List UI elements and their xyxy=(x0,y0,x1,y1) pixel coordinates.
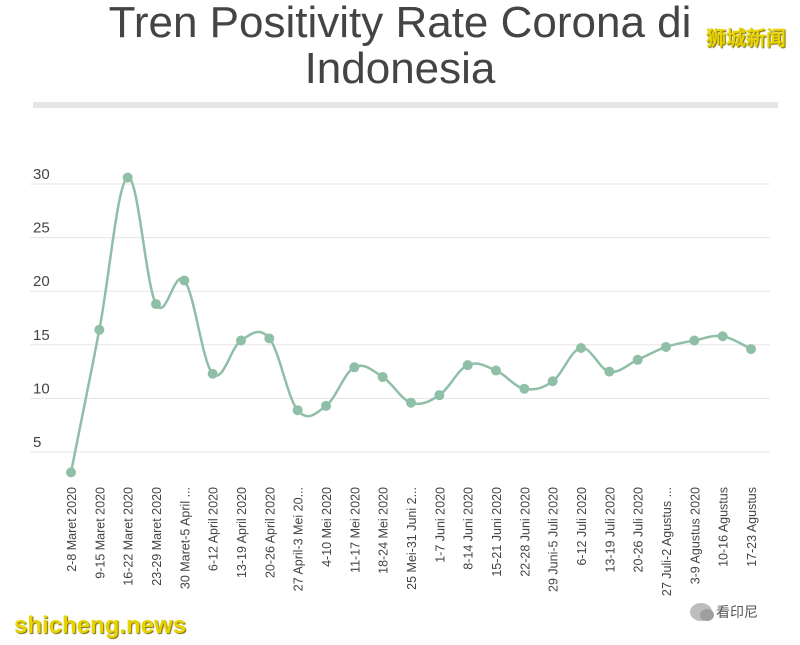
data-point xyxy=(179,275,190,286)
data-point xyxy=(462,360,473,371)
title-divider xyxy=(33,102,778,108)
x-tick-label: 6-12 Juli 2020 xyxy=(575,487,589,566)
data-point xyxy=(292,405,303,416)
data-point xyxy=(689,335,700,346)
x-tick-label: 20-26 Juli 2020 xyxy=(632,487,646,573)
x-tick-label: 30 Maret-5 April ... xyxy=(178,487,192,589)
y-tick-label: 5 xyxy=(33,434,41,451)
x-tick-label: 13-19 Juli 2020 xyxy=(603,487,617,573)
x-tick-label: 6-12 April 2020 xyxy=(207,487,221,571)
data-point xyxy=(576,343,586,354)
watermark-top-right: 狮城新闻 xyxy=(706,28,786,50)
watermark-bottom-left: shicheng.news xyxy=(14,612,187,639)
data-point xyxy=(321,400,331,411)
x-tick-label: 15-21 Juni 2020 xyxy=(490,487,504,577)
chart-title-line-1: Tren Positivity Rate Corona di xyxy=(108,0,692,47)
x-tick-label: 10-16 Agustus xyxy=(717,487,731,567)
data-point xyxy=(632,354,643,365)
data-point xyxy=(264,333,275,344)
data-point xyxy=(491,365,501,376)
x-tick-label: 27 Juli-2 Agustus ... xyxy=(660,487,674,596)
data-point xyxy=(94,324,105,335)
watermark-bottom-right-label: 看印尼 xyxy=(716,604,758,620)
x-tick-label: 25 Mei-31 Juni 2... xyxy=(405,487,419,590)
x-tick-label: 27 April-3 Mei 20... xyxy=(292,487,306,591)
x-tick-label: 20-26 April 2020 xyxy=(263,487,277,578)
data-point xyxy=(547,376,558,387)
data-point xyxy=(604,366,615,377)
x-tick-label: 23-29 Maret 2020 xyxy=(150,487,164,586)
data-point xyxy=(66,467,76,478)
data-point xyxy=(377,371,388,382)
x-tick-label: 16-22 Maret 2020 xyxy=(122,487,136,586)
x-tick-label: 2-8 Maret 2020 xyxy=(65,487,79,572)
data-point xyxy=(207,368,218,379)
x-tick-label: 22-28 Juni 2020 xyxy=(518,487,532,577)
x-tick-label: 17-23 Agustus xyxy=(745,487,759,567)
data-point xyxy=(236,335,246,346)
data-point xyxy=(151,299,161,310)
data-point xyxy=(122,172,133,183)
data-point xyxy=(434,390,445,401)
x-tick-label: 29 Juni-5 Juli 2020 xyxy=(547,487,561,592)
data-point xyxy=(746,344,756,355)
data-point xyxy=(406,397,416,408)
y-tick-label: 20 xyxy=(33,273,50,290)
data-point xyxy=(349,362,360,373)
x-tick-label: 3-9 Agustus 2020 xyxy=(688,487,702,584)
wechat-icon xyxy=(690,603,714,621)
watermark-bottom-right: 看印尼 xyxy=(690,602,758,622)
data-point xyxy=(519,383,530,394)
data-point xyxy=(717,331,728,342)
chart-title-line-2: Indonesia xyxy=(304,44,496,93)
x-tick-label: 9-15 Maret 2020 xyxy=(93,487,107,579)
series-line-positivity-rate xyxy=(69,176,752,473)
y-tick-label: 15 xyxy=(33,327,50,344)
chart-title: Tren Positivity Rate Corona di Indonesia xyxy=(0,0,800,92)
y-tick-label: 25 xyxy=(33,220,50,237)
y-tick-label: 30 xyxy=(33,166,50,183)
x-tick-label: 1-7 Juni 2020 xyxy=(433,487,447,563)
x-tick-label: 13-19 April 2020 xyxy=(235,487,249,578)
data-point xyxy=(661,341,671,352)
x-tick-label: 11-17 Mei 2020 xyxy=(348,487,362,573)
x-tick-label: 4-10 Mei 2020 xyxy=(320,487,334,567)
y-tick-label: 10 xyxy=(33,380,50,397)
x-tick-label: 18-24 Mei 2020 xyxy=(377,487,391,574)
x-tick-label: 8-14 Juni 2020 xyxy=(462,487,476,570)
